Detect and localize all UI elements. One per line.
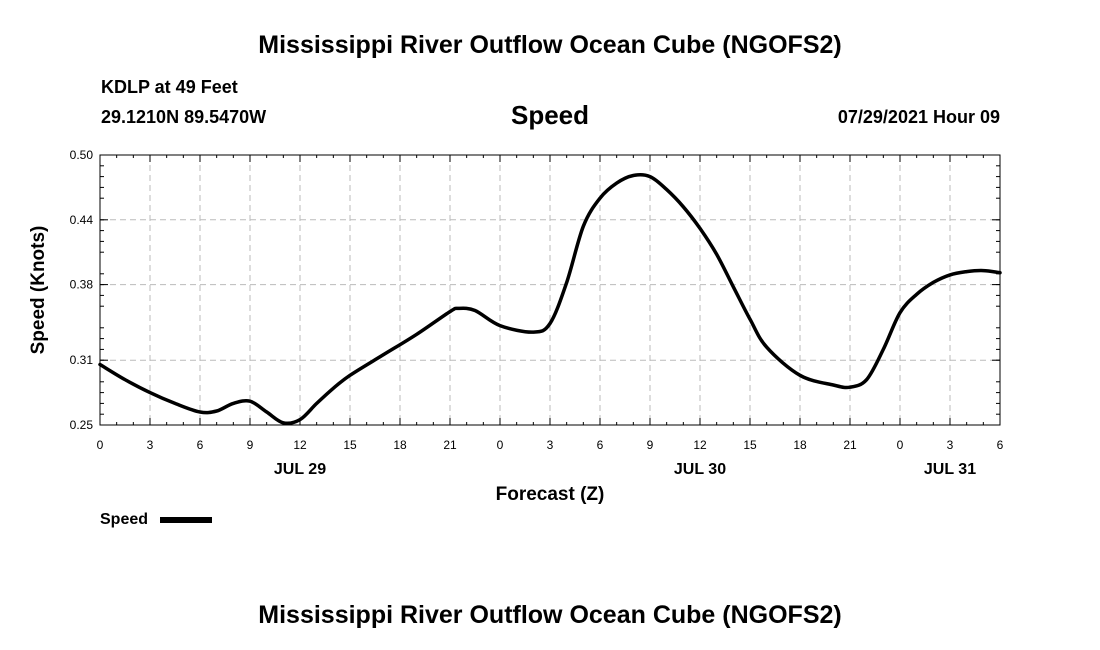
y-axis-label: Speed (Knots) [28,226,49,355]
date-label: JUL 31 [924,461,976,478]
x-tick-label: 0 [97,438,104,452]
footer-title: Mississippi River Outflow Ocean Cube (NG… [258,601,842,629]
x-tick-label: 3 [947,438,954,452]
series-line-speed [98,173,1002,426]
forecast-datetime: 07/29/2021 Hour 09 [837,107,1000,127]
x-tick-label: 3 [147,438,154,452]
x-tick-label: 9 [647,438,654,452]
x-tick-label: 21 [443,438,457,452]
grid-lines [100,155,1000,425]
x-tick-label: 15 [743,438,757,452]
plot-frame [99,154,1001,426]
x-tick-label: 3 [547,438,554,452]
x-axis-label: Forecast (Z) [496,484,605,505]
x-tick-label: 0 [897,438,904,452]
y-tick-label: 0.50 [70,148,94,162]
station-coordinates: 29.1210N 89.5470W [101,107,267,127]
x-tick-label: 18 [793,438,807,452]
y-tick-label: 0.38 [70,278,94,292]
y-tick-label: 0.44 [70,213,94,227]
x-tick-label: 0 [497,438,504,452]
legend-swatch [160,517,212,523]
y-tick-label: 0.25 [70,418,94,432]
x-tick-label: 12 [693,438,707,452]
tick-labels: 0 3 6 9 12 15 18 21 0 3 6 9 12 15 18 21 0 3 6 0.25 0.31 0.38 0… [70,148,1004,478]
x-tick-label: 6 [997,438,1004,452]
x-tick-label: 6 [197,438,204,452]
x-tick-label: 6 [597,438,604,452]
legend-label: Speed [100,511,148,528]
date-label: JUL 29 [274,461,326,478]
x-tick-label: 18 [393,438,407,452]
date-label: JUL 30 [674,461,726,478]
x-tick-label: 15 [343,438,357,452]
y-tick-label: 0.31 [70,353,94,367]
x-tick-label: 21 [843,438,857,452]
x-tick-label: 12 [293,438,307,452]
station-label: KDLP at 49 Feet [101,77,238,97]
chart-title: Speed [510,100,590,130]
x-tick-label: 9 [247,438,254,452]
chart-heading: Mississippi River Outflow Ocean Cube (NG… [258,31,842,59]
